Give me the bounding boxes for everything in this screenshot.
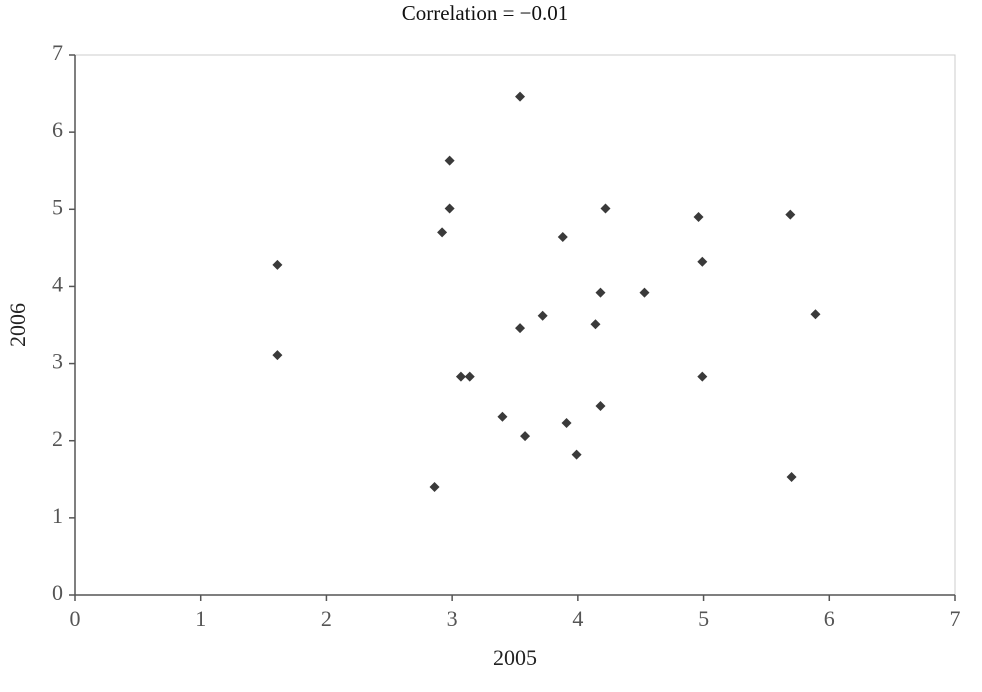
x-tick-label: 0 [70,606,81,631]
point [786,471,797,482]
point [520,431,531,442]
x-tick-label: 1 [195,606,206,631]
point [272,350,283,361]
chart-title: Correlation = −0.01 [402,1,569,25]
point [464,371,475,382]
x-tick-label: 4 [572,606,583,631]
point [272,259,283,270]
x-tick-label: 3 [447,606,458,631]
point [595,401,606,411]
x-axis-label: 2005 [493,645,537,670]
point [515,323,526,334]
point [785,209,796,220]
point [444,155,455,166]
point [537,310,548,321]
point [557,232,568,243]
point [571,449,582,460]
y-tick-label: 4 [52,271,63,296]
point [455,371,466,382]
point [590,319,601,330]
point [595,287,606,298]
point [693,212,704,222]
point [515,91,526,102]
y-tick-label: 3 [52,349,63,374]
y-tick-label: 6 [52,117,63,142]
point [429,482,440,492]
y-axis-label: 2006 [5,303,30,347]
plot-frame [74,54,956,596]
y-tick-label: 0 [52,580,63,605]
x-tick-label: 6 [824,606,835,631]
point [639,287,650,298]
y-tick-label: 1 [52,503,63,528]
point [697,256,708,267]
y-tick-label: 7 [52,40,63,65]
x-tick-label: 2 [321,606,332,631]
point [444,203,455,214]
x-tick-label: 5 [698,606,709,631]
point [697,371,708,382]
point [810,309,821,320]
x-tick-label: 7 [950,606,961,631]
point [497,411,508,422]
point [437,227,448,238]
point [600,203,611,214]
y-tick-label: 5 [52,194,63,219]
y-tick-label: 2 [52,426,63,451]
point [561,417,572,428]
